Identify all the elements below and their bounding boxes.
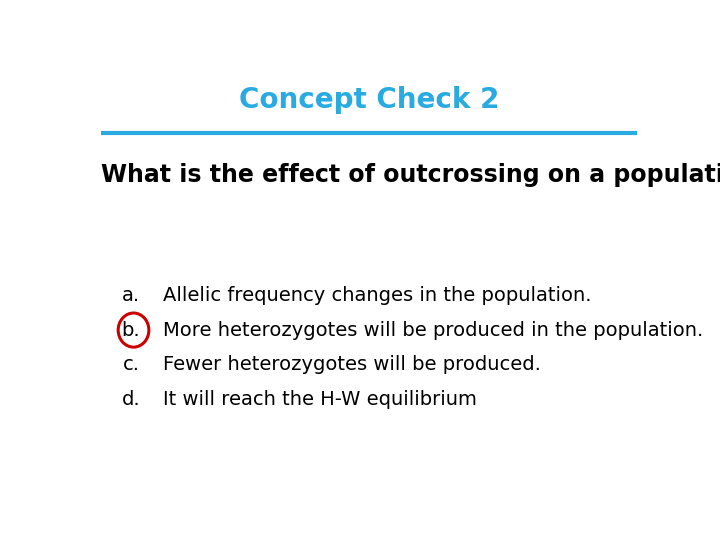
Text: b.: b. [122,321,140,340]
Text: It will reach the H-W equilibrium: It will reach the H-W equilibrium [163,389,477,409]
Text: Concept Check 2: Concept Check 2 [239,86,499,114]
Text: d.: d. [122,389,140,409]
Text: More heterozygotes will be produced in the population.: More heterozygotes will be produced in t… [163,321,703,340]
Text: c.: c. [123,355,140,374]
Text: Allelic frequency changes in the population.: Allelic frequency changes in the populat… [163,286,591,305]
Text: What is the effect of outcrossing on a population?: What is the effect of outcrossing on a p… [101,163,720,187]
Text: a.: a. [122,286,140,305]
Text: Fewer heterozygotes will be produced.: Fewer heterozygotes will be produced. [163,355,541,374]
